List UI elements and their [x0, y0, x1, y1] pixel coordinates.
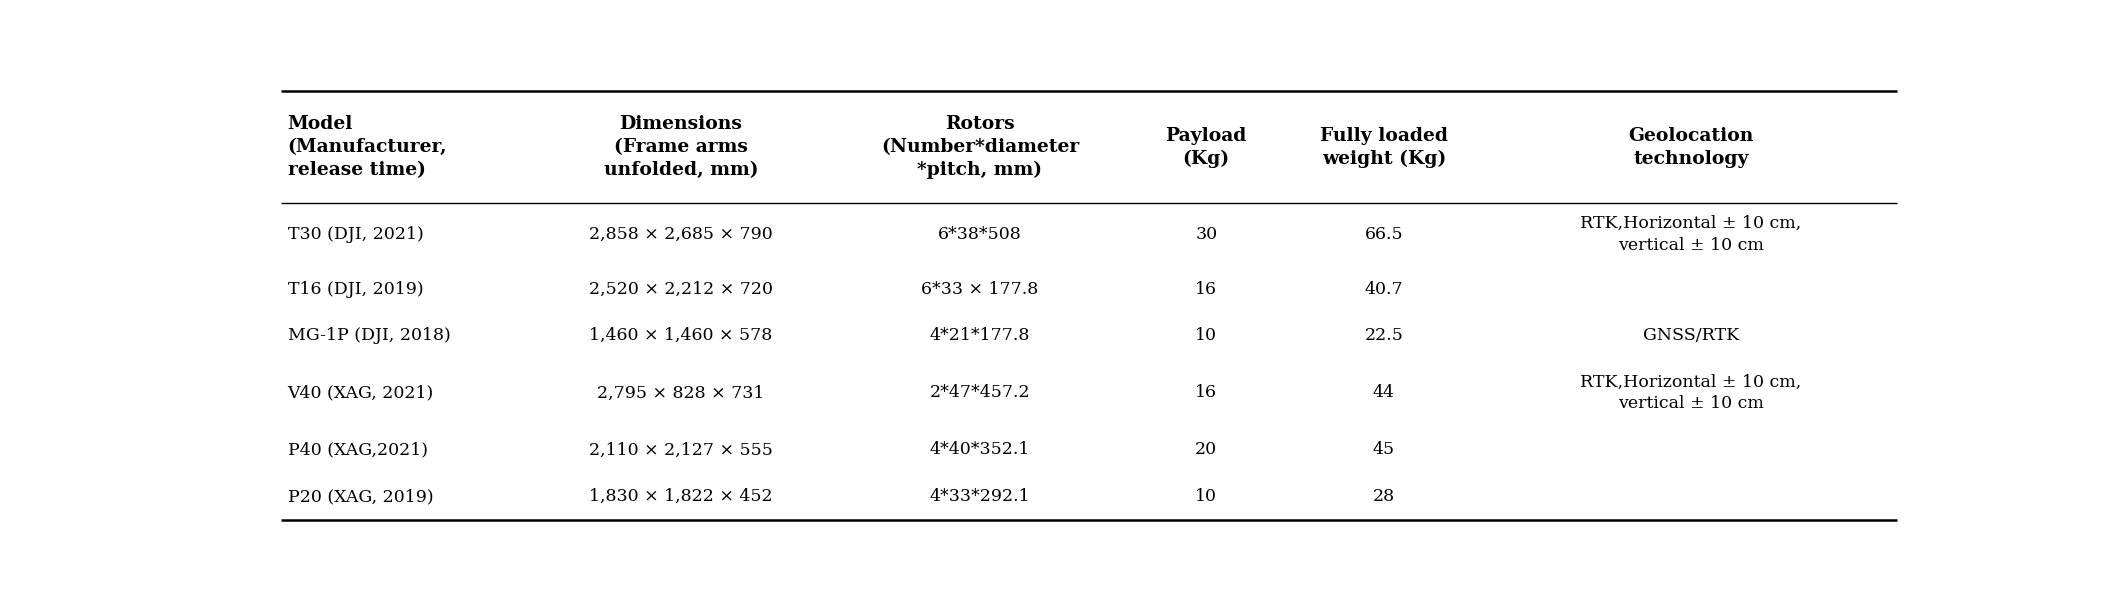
Text: 2,858 × 2,685 × 790: 2,858 × 2,685 × 790 [589, 226, 773, 243]
Text: 6*33 × 177.8: 6*33 × 177.8 [921, 281, 1039, 298]
Text: 4*33*292.1: 4*33*292.1 [929, 488, 1031, 505]
Text: Rotors
(Number*diameter
*pitch, mm): Rotors (Number*diameter *pitch, mm) [881, 115, 1080, 179]
Text: Payload
(Kg): Payload (Kg) [1166, 126, 1247, 168]
Text: 1,460 × 1,460 × 578: 1,460 × 1,460 × 578 [589, 327, 773, 344]
Text: 45: 45 [1374, 442, 1395, 459]
Text: 28: 28 [1374, 488, 1395, 505]
Text: 1,830 × 1,822 × 452: 1,830 × 1,822 × 452 [589, 488, 773, 505]
Text: Dimensions
(Frame arms
unfolded, mm): Dimensions (Frame arms unfolded, mm) [603, 115, 758, 179]
Text: 4*21*177.8: 4*21*177.8 [929, 327, 1031, 344]
Text: 40.7: 40.7 [1365, 281, 1404, 298]
Text: 44: 44 [1374, 384, 1395, 401]
Text: T16 (DJI, 2019): T16 (DJI, 2019) [288, 281, 423, 298]
Text: 2,520 × 2,212 × 720: 2,520 × 2,212 × 720 [589, 281, 773, 298]
Text: P40 (XAG,2021): P40 (XAG,2021) [288, 442, 428, 459]
Text: 2,110 × 2,127 × 555: 2,110 × 2,127 × 555 [589, 442, 773, 459]
Text: 16: 16 [1196, 281, 1217, 298]
Text: 16: 16 [1196, 384, 1217, 401]
Text: 20: 20 [1196, 442, 1217, 459]
Text: RTK,Horizontal ± 10 cm,
vertical ± 10 cm: RTK,Horizontal ± 10 cm, vertical ± 10 cm [1581, 374, 1802, 412]
Text: 2,795 × 828 × 731: 2,795 × 828 × 731 [597, 384, 764, 401]
Text: 10: 10 [1196, 488, 1217, 505]
Text: V40 (XAG, 2021): V40 (XAG, 2021) [288, 384, 434, 401]
Text: Fully loaded
weight (Kg): Fully loaded weight (Kg) [1321, 126, 1448, 168]
Text: MG-1P (DJI, 2018): MG-1P (DJI, 2018) [288, 327, 451, 344]
Text: 30: 30 [1196, 226, 1217, 243]
Text: Model
(Manufacturer,
release time): Model (Manufacturer, release time) [288, 115, 447, 179]
Text: RTK,Horizontal ± 10 cm,
vertical ± 10 cm: RTK,Horizontal ± 10 cm, vertical ± 10 cm [1581, 215, 1802, 253]
Text: 10: 10 [1196, 327, 1217, 344]
Text: 66.5: 66.5 [1365, 226, 1404, 243]
Text: 22.5: 22.5 [1365, 327, 1404, 344]
Text: GNSS/RTK: GNSS/RTK [1643, 327, 1740, 344]
Text: P20 (XAG, 2019): P20 (XAG, 2019) [288, 488, 434, 505]
Text: 6*38*508: 6*38*508 [938, 226, 1023, 243]
Text: 2*47*457.2: 2*47*457.2 [929, 384, 1031, 401]
Text: Geolocation
technology: Geolocation technology [1628, 126, 1753, 168]
Text: T30 (DJI, 2021): T30 (DJI, 2021) [288, 226, 423, 243]
Text: 4*40*352.1: 4*40*352.1 [929, 442, 1031, 459]
